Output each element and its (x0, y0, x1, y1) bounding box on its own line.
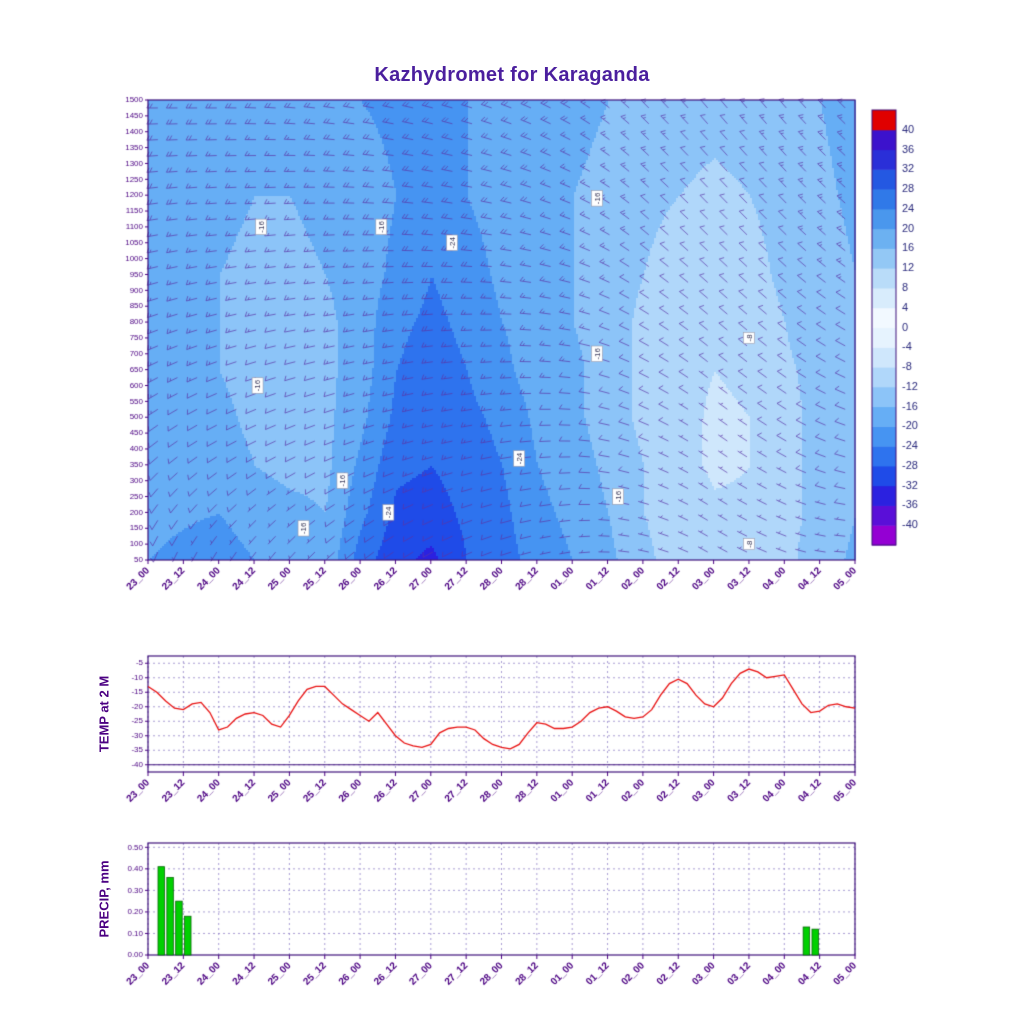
precip-axis-title: PRECIP, mm (96, 860, 112, 938)
temp-axis-title: TEMP at 2 M (96, 675, 112, 753)
chart-title: Kazhydromet for Karaganda (374, 64, 650, 86)
